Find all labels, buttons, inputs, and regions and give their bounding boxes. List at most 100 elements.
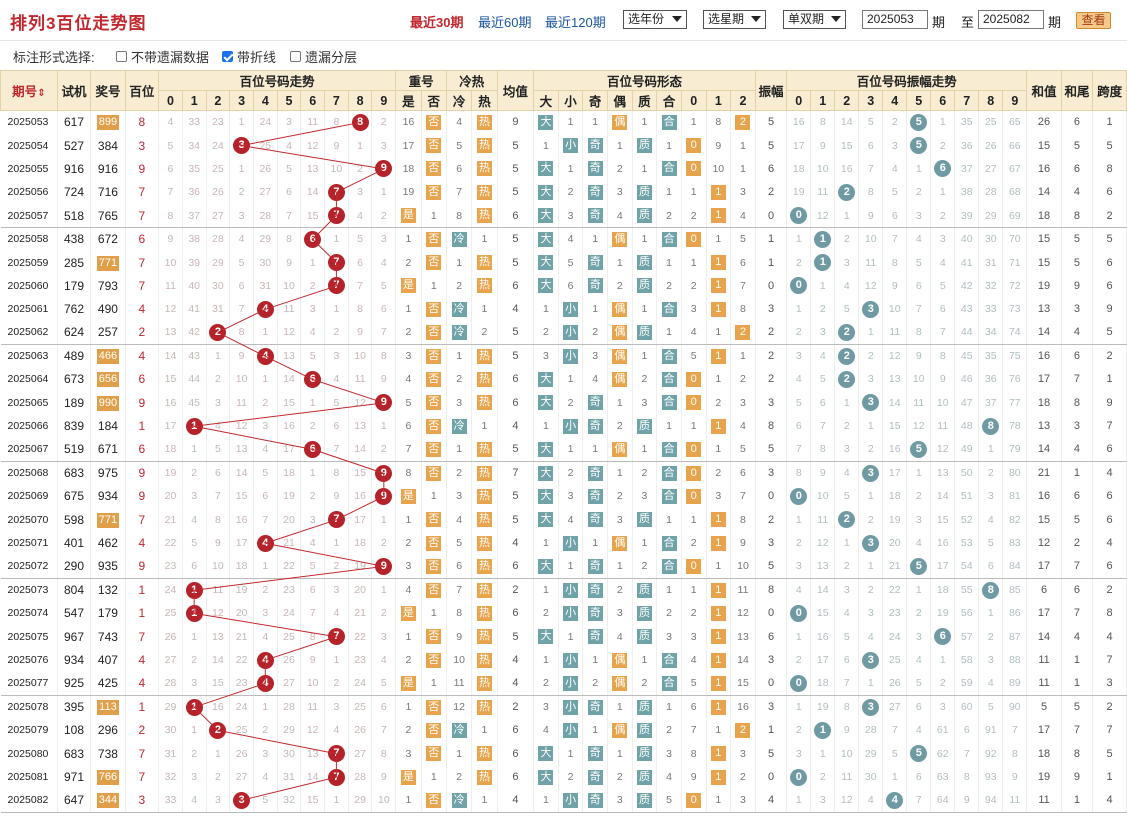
table-row: 2025064 673 656 6 15 44 2 10 1 14 6 4 11 9 4 否 2 热 6 大 1 4 偶 2 合… — [0, 367, 1127, 392]
amp-trend-cell: 3 — [906, 625, 932, 649]
trend-cell: 7 — [300, 601, 326, 626]
sort-icon[interactable]: ⇕ — [37, 88, 46, 99]
test-number-cell: 724 — [57, 180, 92, 205]
option-with-line[interactable]: 带折线 — [222, 47, 276, 66]
repeat-yes-cell: 17 — [395, 133, 422, 158]
trend-cell: 7 — [324, 625, 349, 649]
repeat-yes-cell: 是 — [395, 274, 422, 298]
prime-cell-mark: 质 — [636, 722, 652, 738]
avg-cell: 5 — [497, 321, 535, 345]
option-no-miss[interactable]: 不带遗漏数据 — [116, 47, 209, 66]
trend-cell: 4 — [253, 765, 278, 789]
hot-cell-mark: 热 — [476, 208, 492, 223]
small-cell: 3 — [558, 484, 584, 509]
amp-trend-cell: 14 — [810, 578, 836, 602]
remainder-1-cell: 1 — [706, 204, 732, 228]
repeat-no-cell: 否 — [421, 180, 447, 205]
trend-cell: 3 — [182, 765, 207, 789]
composite-cell-mark: 合 — [661, 675, 677, 691]
amp-trend-cell: 76 — [1002, 367, 1028, 392]
amp-trend-cell-mark: 6 — [934, 628, 952, 646]
option-miss-layer[interactable]: 遗漏分层 — [290, 47, 357, 66]
avg-cell: 2 — [497, 695, 535, 719]
trend-cell-mark: 1 — [185, 417, 203, 435]
odd-cell-mark: 奇 — [587, 278, 603, 294]
amp-trend-cell: 20 — [882, 531, 908, 555]
checkbox-with-line[interactable] — [222, 51, 233, 62]
trend-cell: 28 — [206, 227, 231, 251]
composite-cell: 合 — [656, 648, 682, 672]
amp-trend-cell: 2 — [786, 250, 812, 275]
amp-trend-cell: 63 — [930, 765, 956, 789]
query-button[interactable]: 查看 — [1076, 12, 1111, 29]
trend-cell: 13 — [158, 321, 183, 345]
remainder-2-cell: 14 — [730, 648, 756, 672]
trend-cell: 18 — [158, 437, 183, 462]
amp-trend-cell: 3 — [906, 204, 932, 228]
amp-trend-cell: 2 — [906, 601, 932, 626]
big-cell: 大 — [533, 250, 559, 275]
checkbox-no-miss[interactable] — [116, 51, 127, 62]
select-parity[interactable]: 单双期 — [783, 10, 846, 29]
prime-cell-mark: 质 — [636, 699, 652, 715]
trend-cell: 25 — [206, 157, 231, 181]
col-period[interactable]: 期号⇕ — [0, 70, 58, 111]
to-period-input[interactable]: 2025082 — [978, 10, 1044, 29]
trend-cell: 20 — [277, 508, 302, 532]
amp-trend-cell: 4 — [906, 718, 932, 743]
remainder-1-cell-mark: 1 — [710, 418, 726, 434]
from-period-input[interactable]: 2025053 — [862, 10, 928, 29]
repeat-no-cell: 否 — [421, 578, 447, 602]
trend-cell: 1 — [182, 601, 207, 626]
amp-trend-cell: 18 — [930, 578, 956, 602]
trend-cell: 13 — [229, 437, 254, 462]
remainder-0-cell: 1 — [681, 578, 707, 602]
remainder-1-cell: 1 — [706, 250, 732, 275]
even-cell-mark: 偶 — [612, 652, 628, 668]
amp-trend-cell: 61 — [930, 718, 956, 743]
prime-cell: 1 — [632, 297, 658, 322]
amp-trend-cell: 5 — [906, 110, 932, 134]
amp-trend-cell: 17 — [810, 648, 836, 672]
trend-digit-9: 9 — [371, 90, 397, 111]
remainder-2-cell: 5 — [730, 227, 756, 251]
hundreds-digit-cell: 4 — [125, 344, 160, 368]
amp-trend-cell: 5 — [834, 297, 860, 322]
amp-trend-cell-mark: 1 — [814, 721, 832, 739]
sum-cell: 11 — [1026, 648, 1062, 672]
trend-cell: 25 — [277, 625, 302, 649]
odd-cell-mark: 奇 — [587, 512, 603, 528]
amp-trend-cell-mark: 5 — [910, 137, 928, 155]
trend-cell: 9 — [277, 250, 302, 275]
amp-trend-cell: 1 — [930, 110, 956, 134]
select-year[interactable]: 选年份 — [623, 10, 687, 29]
link-recent-60[interactable]: 最近60期 — [478, 15, 532, 30]
repeat-no-cell-mark: 否 — [426, 722, 442, 738]
amp-trend-cell: 15 — [834, 133, 860, 158]
trend-cell: 5 — [324, 391, 349, 415]
composite-cell: 3 — [656, 625, 682, 649]
remainder-0-cell: 0 — [681, 133, 707, 158]
composite-cell-mark: 合 — [661, 488, 677, 504]
checkbox-miss-layer[interactable] — [290, 51, 301, 62]
hundreds-digit-cell: 4 — [125, 648, 160, 672]
trend-cell-mark: 7 — [327, 183, 345, 201]
cold-cell: 8 — [446, 601, 473, 626]
test-number-cell: 762 — [57, 297, 92, 322]
cold-cell: 3 — [446, 391, 473, 415]
select-weekday[interactable]: 选星期 — [703, 10, 766, 29]
amp-trend-cell: 1 — [786, 788, 812, 813]
link-recent-30[interactable]: 最近30期 — [410, 15, 464, 30]
amplitude-cell: 5 — [755, 133, 788, 158]
table-row: 2025065 189 990 9 16 45 3 11 2 15 1 5 12 9 5 否 3 热 6 大 2 奇 1 3 合… — [0, 391, 1127, 415]
amp-trend-cell: 3 — [834, 250, 860, 275]
even-cell: 1 — [607, 554, 633, 579]
amp-trend-cell: 9 — [810, 133, 836, 158]
col-remainder-0: 0 — [680, 90, 707, 111]
even-cell-mark: 偶 — [612, 675, 628, 691]
table-row: 2025060 179 793 7 11 40 30 6 31 10 2 7 7 5 是 1 2 热 6 大 6 奇 2 质 2… — [0, 274, 1127, 298]
cold-cell: 冷 — [446, 788, 473, 813]
link-recent-120[interactable]: 最近120期 — [545, 15, 606, 30]
trend-cell: 3 — [229, 133, 254, 158]
amp-trend-cell: 14 — [882, 391, 908, 415]
